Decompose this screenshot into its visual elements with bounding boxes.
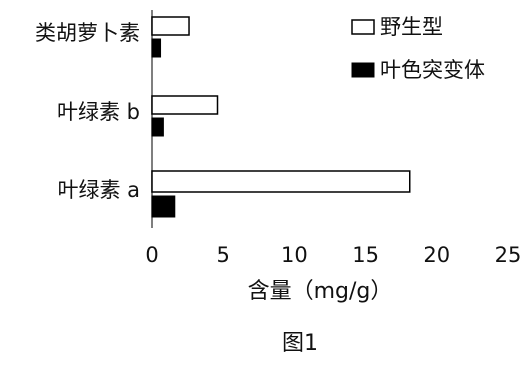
bar-mutant-2 (151, 38, 162, 58)
legend: 野生型 叶色突变体 (351, 15, 485, 82)
x-tick-labels: 0 5 10 15 20 25 (145, 243, 521, 267)
x-axis-title: 含量（mg/g） (248, 279, 393, 304)
category-label-2: 类胡萝卜素 (35, 21, 140, 45)
legend-swatch-mutant (351, 62, 375, 78)
x-tick-label-0: 0 (145, 243, 158, 267)
x-tick-label-4: 20 (423, 243, 450, 267)
legend-label-mutant: 叶色突变体 (380, 58, 485, 82)
figure-caption: 图1 (282, 331, 318, 356)
bar-wildtype-2 (151, 16, 190, 36)
bar-mutant-1 (151, 117, 164, 137)
category-labels: 叶绿素 a 叶绿素 b 类胡萝卜素 (35, 21, 140, 202)
x-tick-label-3: 15 (352, 243, 379, 267)
bars (151, 16, 411, 218)
category-label-0: 叶绿素 a (57, 178, 140, 202)
x-tick-label-2: 10 (281, 243, 308, 267)
legend-label-wildtype: 野生型 (380, 15, 443, 39)
legend-swatch-wildtype (351, 19, 375, 35)
bar-mutant-0 (151, 195, 176, 218)
category-label-1: 叶绿素 b (57, 100, 140, 124)
x-tick-label-1: 5 (217, 243, 230, 267)
bar-wildtype-1 (151, 95, 219, 115)
x-tick-label-5: 25 (495, 243, 522, 267)
bar-wildtype-0 (151, 170, 411, 193)
